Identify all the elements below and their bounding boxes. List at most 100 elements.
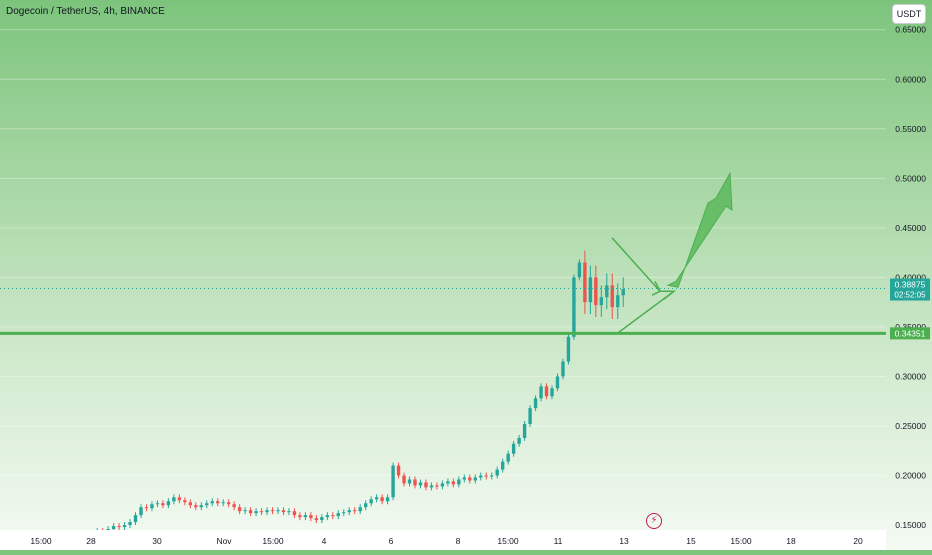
candle-body xyxy=(172,497,176,502)
candle-body xyxy=(336,513,340,517)
candle-body xyxy=(550,388,554,397)
time-tick-label: 30 xyxy=(152,536,162,546)
candle-body xyxy=(407,479,412,484)
candle-body xyxy=(391,465,395,498)
candle-body xyxy=(457,479,461,485)
candle-body xyxy=(188,502,193,506)
candle-body xyxy=(183,500,187,503)
time-tick-label: 8 xyxy=(456,536,461,546)
candle-body xyxy=(281,510,286,513)
candle-body xyxy=(440,483,445,487)
candle-body xyxy=(490,475,494,477)
price-tick-label: 0.60000 xyxy=(895,74,926,84)
symbol-title: Dogecoin / TetherUS, 4h, BINANCE xyxy=(6,6,165,17)
candle-body xyxy=(298,515,302,518)
candle-body xyxy=(128,522,132,526)
candle-body xyxy=(511,443,516,454)
candle-body xyxy=(610,285,614,308)
flash-icon[interactable]: ⚡ xyxy=(646,513,662,529)
time-tick-label: 15 xyxy=(686,536,696,546)
candle-body xyxy=(111,526,116,530)
candle-body xyxy=(583,262,587,303)
candle-body xyxy=(446,481,450,484)
price-tick-label: 0.45000 xyxy=(895,223,926,233)
time-tick-label: 11 xyxy=(554,536,563,546)
candle-body xyxy=(424,482,428,488)
candle-body xyxy=(342,512,346,514)
candle-countdown: 02:52:05 xyxy=(894,291,926,300)
candle-body xyxy=(544,386,549,397)
candle-body xyxy=(561,361,565,377)
candle-body xyxy=(385,497,390,502)
candle-body xyxy=(451,481,456,485)
current-price-value: 0.38875 xyxy=(895,280,926,290)
current-price-badge xyxy=(890,278,930,301)
candle-body xyxy=(139,507,143,516)
candle-body xyxy=(248,510,253,514)
time-tick-label: 18 xyxy=(786,536,796,546)
candle-body xyxy=(363,503,368,508)
price-tick-label: 0.40000 xyxy=(895,272,926,282)
time-axis-svg: 15:00 28 30 Nov 15:00 4 6 8 15:00 11 13 15 15:00 18 20 xyxy=(30,536,863,546)
candle-body xyxy=(144,507,149,509)
time-axis[interactable]: 15:00 28 30 Nov 15:00 4 6 8 15:00 11 13 15 15:00 18 20 xyxy=(0,530,886,550)
candle-body xyxy=(616,295,620,308)
candle-body xyxy=(210,501,214,504)
price-tick-label: 0.20000 xyxy=(895,471,926,481)
candle-body xyxy=(500,461,505,470)
candle-body xyxy=(177,497,182,501)
candle-body xyxy=(353,510,357,512)
price-chart xyxy=(0,171,886,548)
candle-body xyxy=(221,502,225,504)
candle-body xyxy=(402,475,406,484)
price-tick-label: 0.65000 xyxy=(895,25,926,35)
price-tick-label: 0.25000 xyxy=(895,421,926,431)
candle-body xyxy=(429,485,434,488)
candle-body xyxy=(468,477,472,481)
candle-body xyxy=(605,285,609,298)
candle-body xyxy=(418,482,423,486)
candle-body xyxy=(309,515,313,519)
candle-body xyxy=(292,511,297,516)
candle-body xyxy=(517,437,521,444)
candle-body xyxy=(216,501,220,504)
candle-body xyxy=(347,510,351,513)
candle-body xyxy=(555,376,560,389)
candle-body xyxy=(133,515,138,523)
chart-area[interactable] xyxy=(0,0,886,548)
candle-body xyxy=(484,475,488,477)
candle-body xyxy=(270,510,275,512)
candle-body xyxy=(303,515,308,518)
candle-body xyxy=(566,336,571,362)
candle-body xyxy=(155,503,160,505)
candle-body xyxy=(276,510,280,512)
time-tick-label: 4 xyxy=(322,536,327,546)
candle-body xyxy=(473,477,477,481)
candle-body xyxy=(413,479,417,486)
candle-body xyxy=(122,525,127,528)
candle-body xyxy=(265,510,269,513)
time-tick-label: 15:00 xyxy=(730,536,752,546)
candle-body xyxy=(314,518,319,521)
time-tick-label: 15:00 xyxy=(30,536,52,546)
time-tick-label: 13 xyxy=(619,536,629,546)
time-tick-label: 6 xyxy=(389,536,394,546)
candle-body xyxy=(369,499,373,504)
candle-body xyxy=(528,408,532,424)
candle-body xyxy=(594,277,598,306)
candle-body xyxy=(599,297,604,306)
time-tick-label: 28 xyxy=(86,536,96,546)
candle-body xyxy=(577,262,582,278)
currency-button[interactable]: USDT xyxy=(892,4,926,24)
candle-body xyxy=(259,511,264,513)
price-tick-label: 0.35000 xyxy=(895,322,926,332)
candle-body xyxy=(506,453,510,462)
candle-body xyxy=(254,511,258,514)
price-axis-svg: 0.15000 0.20000 0.25000 0.30000 0.35000 0.400… xyxy=(890,25,930,530)
candle-body xyxy=(479,475,483,478)
candle-body xyxy=(325,515,330,518)
price-axis[interactable]: 0.15000 0.20000 0.25000 0.30000 0.35000 0.400… xyxy=(886,0,932,530)
candle-body xyxy=(243,510,247,512)
candle-body xyxy=(237,507,242,512)
triangle-upper-line xyxy=(611,237,661,292)
